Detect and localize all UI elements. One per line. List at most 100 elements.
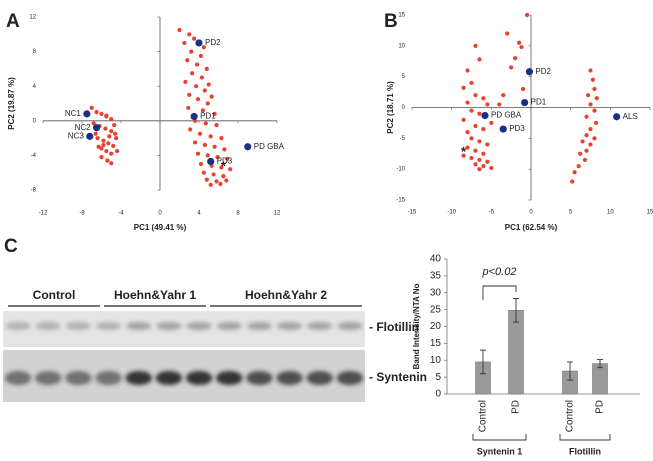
point [481, 151, 486, 156]
point [505, 31, 510, 36]
point [215, 155, 220, 160]
point [477, 157, 482, 163]
point-label: PD3 [217, 157, 233, 166]
band-label: - Syntenin [369, 370, 427, 384]
point [208, 134, 213, 139]
point [202, 88, 207, 93]
group-label: Hoehn&Yahr 1 [114, 288, 196, 302]
point [485, 159, 490, 164]
point-label: PD1 [531, 98, 547, 107]
point-label: PD GBA [491, 111, 522, 120]
point [193, 140, 198, 145]
x-tick-label: -4 [118, 211, 124, 217]
point-label: ALS [623, 112, 638, 121]
point [93, 131, 98, 136]
labeled-point [244, 143, 252, 151]
y-tick-label: -8 [31, 188, 37, 194]
panel-label: A [6, 11, 20, 32]
band [95, 371, 122, 385]
point [519, 44, 524, 50]
point [193, 84, 199, 89]
x-tick-label: -12 [39, 211, 48, 217]
labeled-point [207, 157, 215, 166]
point [520, 86, 526, 92]
point [588, 142, 593, 147]
group-label: Syntenin 1 [477, 446, 523, 456]
point [194, 62, 200, 67]
point [582, 157, 588, 163]
labeled-point [521, 98, 529, 107]
point [570, 179, 575, 184]
y-tick-label: 0 [402, 105, 406, 111]
x-tick-label: 0 [529, 210, 533, 216]
point [584, 148, 589, 153]
point [189, 49, 194, 54]
labeled-point [83, 110, 91, 118]
band [35, 322, 61, 330]
point [105, 158, 110, 163]
point [192, 36, 197, 41]
x-axis-title: PC1 (62.54 %) [505, 223, 558, 232]
y-tick-label: 5 [435, 372, 441, 383]
x-tick-label: -10 [447, 210, 456, 216]
point [101, 142, 106, 148]
x-tick-label: -8 [79, 211, 85, 217]
x-tick-label: PD [511, 400, 522, 414]
point [588, 126, 593, 132]
point [112, 123, 117, 128]
western-blot: Control Hoehn&Yahr 1 Hoehn&Yahr 2 - Flotill… [3, 288, 427, 402]
labeled-point [481, 111, 489, 120]
point [477, 167, 482, 172]
labeled-point [93, 124, 101, 132]
point [214, 123, 219, 128]
band [337, 322, 363, 330]
band [126, 322, 152, 330]
band [246, 322, 273, 330]
point [214, 179, 219, 184]
point [199, 75, 205, 80]
band [215, 371, 243, 385]
band [216, 322, 242, 330]
point [461, 117, 466, 122]
point [473, 93, 478, 98]
point [469, 136, 474, 141]
point [204, 66, 209, 71]
labeled-point [525, 68, 534, 76]
point [473, 43, 478, 48]
x-axis-title: PC1 (49.41 %) [134, 223, 187, 232]
point [594, 96, 599, 101]
point-label: PD1 [200, 112, 216, 121]
error-bar [480, 349, 486, 375]
point [481, 163, 486, 169]
point [188, 127, 193, 132]
y-tick-label: -5 [400, 136, 406, 142]
band-label: - Flotillin [369, 320, 419, 334]
point [497, 102, 502, 107]
point [202, 142, 207, 148]
point [222, 147, 227, 152]
y-tick-label: 0 [435, 389, 441, 400]
y-axis-title: PC2 (19.87 %) [7, 77, 16, 130]
y-tick-label: 8 [33, 49, 37, 55]
point [109, 116, 114, 122]
point [209, 94, 214, 99]
point-label: PD GBA [254, 142, 285, 151]
point-label: NC3 [68, 131, 85, 140]
point-label: PD2 [205, 38, 221, 47]
point [198, 53, 204, 59]
band [307, 322, 333, 330]
point [109, 151, 114, 156]
band [185, 371, 213, 385]
point-label: NC1 [65, 109, 82, 118]
point [91, 121, 96, 126]
point [212, 144, 217, 149]
y-tick-label: 12 [29, 15, 36, 21]
point [509, 65, 514, 70]
point [208, 182, 213, 187]
y-tick-label: -10 [396, 167, 405, 173]
band [4, 371, 32, 385]
point [576, 163, 581, 169]
point [485, 102, 490, 107]
y-tick-label: 0 [33, 118, 37, 124]
point [477, 57, 482, 62]
